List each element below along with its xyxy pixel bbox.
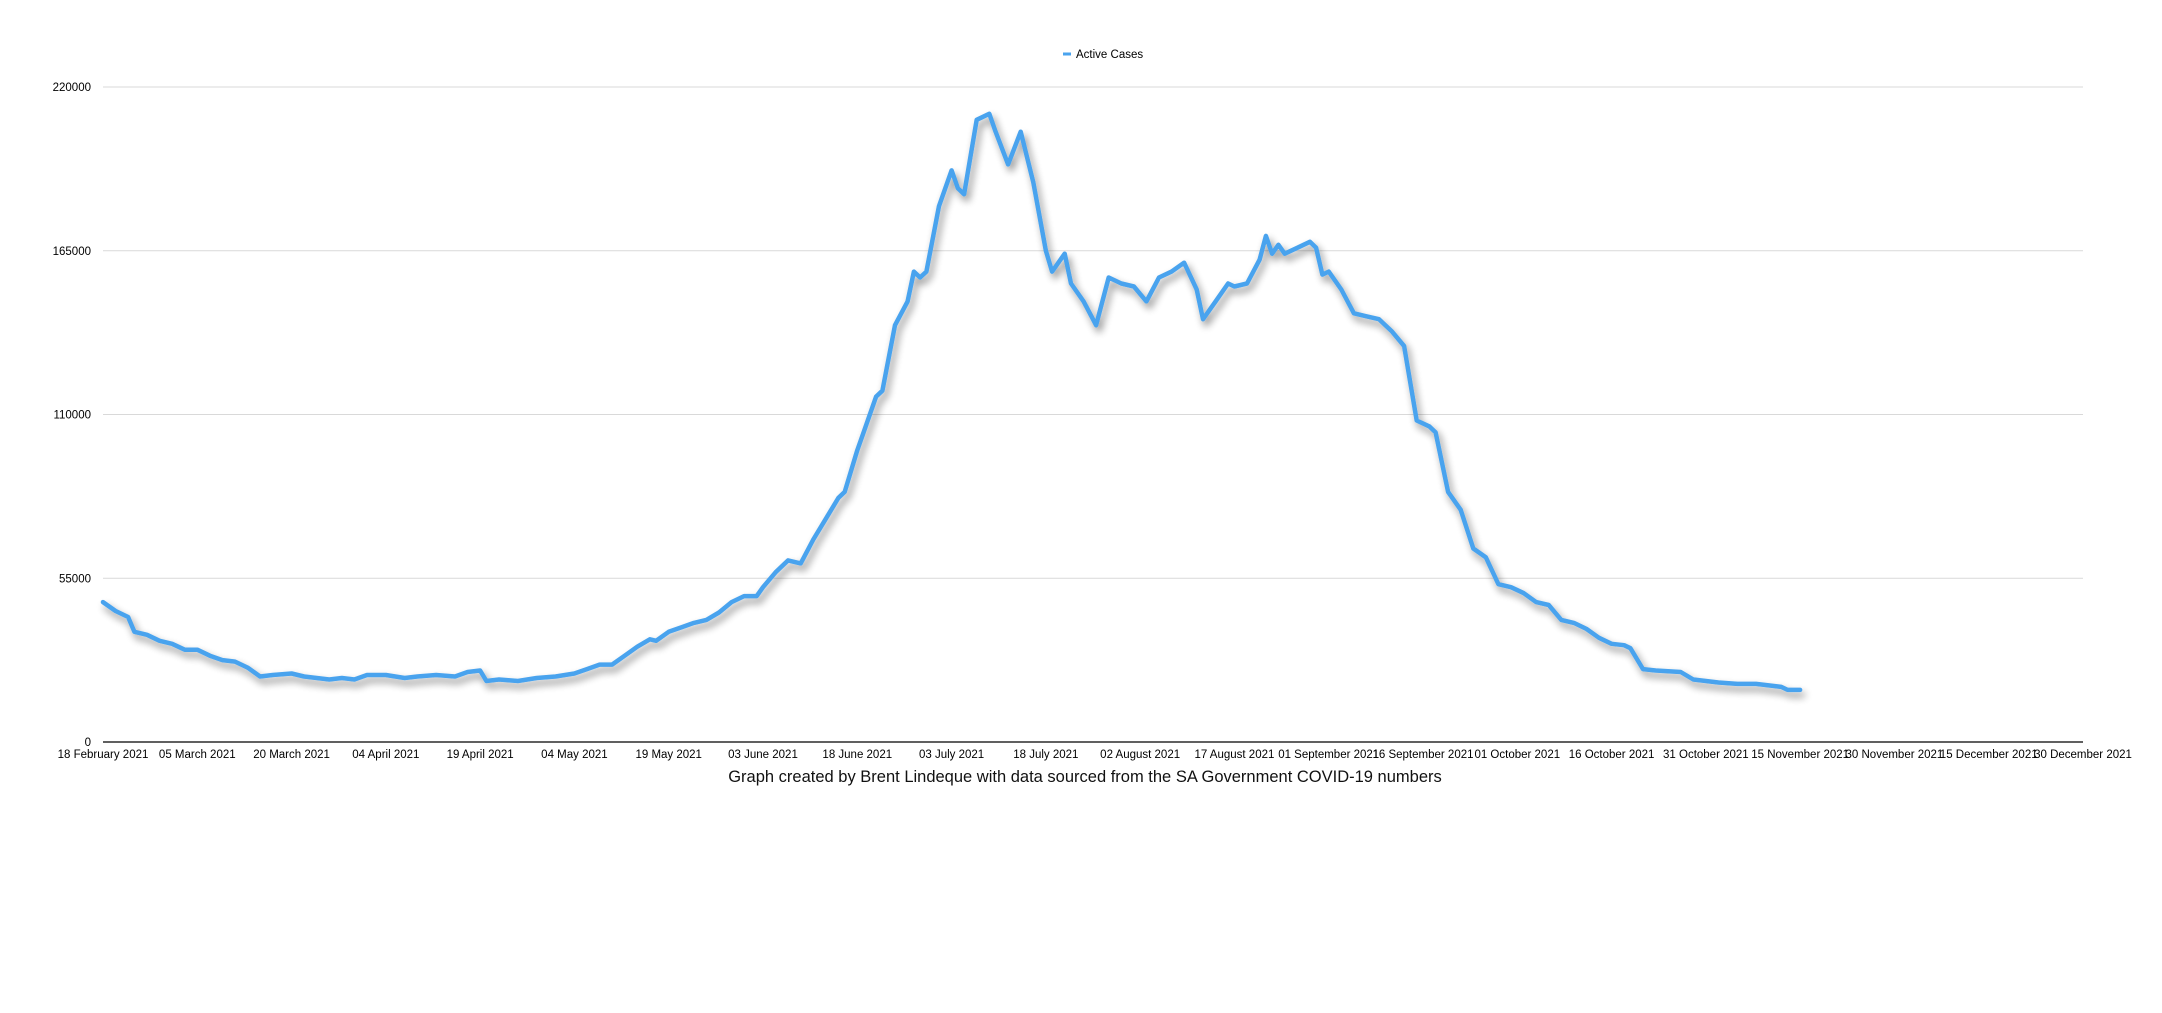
series-layer	[100, 111, 1803, 693]
x-tick-label: 31 October 2021	[1663, 749, 1749, 761]
x-tick-label: 04 April 2021	[352, 749, 419, 761]
x-tick-label: 03 June 2021	[728, 749, 798, 761]
x-tick-label: 04 May 2021	[541, 749, 608, 761]
legend: Active Cases	[1063, 49, 1143, 61]
y-tick-label: 220000	[53, 82, 91, 94]
y-tick-label: 110000	[53, 410, 91, 422]
x-tick-label: 19 May 2021	[635, 749, 702, 761]
x-tick-label: 01 October 2021	[1474, 749, 1560, 761]
gridlines	[103, 86, 2083, 579]
x-tick-label: 03 July 2021	[919, 749, 984, 761]
x-tick-label: 30 November 2021	[1846, 749, 1944, 761]
x-tick-label: 17 August 2021	[1194, 749, 1274, 761]
series-line-active-cases	[100, 111, 1803, 693]
x-tick-label: 01 September 2021	[1278, 749, 1379, 761]
x-tick-label: 18 June 2021	[822, 749, 892, 761]
x-tick-label: 18 July 2021	[1013, 749, 1078, 761]
y-tick-label: 0	[85, 737, 91, 749]
x-tick-label: 16 October 2021	[1569, 749, 1655, 761]
x-tick-label: 05 March 2021	[159, 749, 236, 761]
x-tick-label: 20 March 2021	[253, 749, 330, 761]
y-axis-ticks: 0 55000 110000 165000 220000	[53, 82, 91, 749]
y-tick-label: 55000	[59, 573, 91, 585]
x-tick-label: 15 November 2021	[1751, 749, 1849, 761]
x-tick-label: 30 December 2021	[2034, 749, 2132, 761]
chart-caption: Graph created by Brent Lindeque with dat…	[728, 768, 1442, 786]
x-tick-label: 16 September 2021	[1372, 749, 1473, 761]
y-tick-label: 165000	[53, 246, 91, 258]
x-tick-label: 19 April 2021	[447, 749, 514, 761]
legend-label-active-cases: Active Cases	[1076, 49, 1143, 61]
x-tick-label: 18 February 2021	[58, 749, 149, 761]
x-tick-label: 02 August 2021	[1100, 749, 1180, 761]
x-tick-label: 15 December 2021	[1940, 749, 2038, 761]
x-axis-ticks: 18 February 2021 05 March 2021 20 March 20…	[58, 749, 2132, 761]
